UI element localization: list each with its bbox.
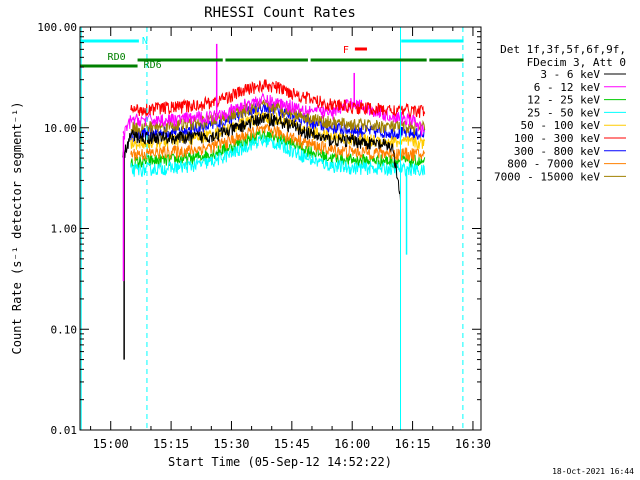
chart-title: RHESSI Count Rates xyxy=(204,5,356,21)
y-tick-label: 1.00 xyxy=(51,223,78,236)
y-tick-label: 0.10 xyxy=(51,323,78,336)
legend: Det 1f,3f,5f,6f,9f, FDecim 3, Att 0 3 - … xyxy=(494,43,626,183)
flag-label-rd0: RD0 xyxy=(108,52,126,63)
legend-label: 50 - 100 keV xyxy=(521,119,601,132)
legend-label: 12 - 25 keV xyxy=(527,94,600,107)
x-tick-label: 16:30 xyxy=(455,437,491,451)
legend-header-line-2: FDecim 3, Att 0 xyxy=(527,56,626,69)
x-tick-label: 16:00 xyxy=(334,437,370,451)
series-line-25-50-kev xyxy=(130,134,426,178)
legend-label: 25 - 50 keV xyxy=(527,106,600,119)
axes-layer: 0.01 0.10 1.00 10.00 100.00 15:00 15:15 15:30 15… xyxy=(37,21,491,451)
series-line-100-300-kev xyxy=(130,79,426,119)
flag-label-n: N xyxy=(142,36,148,47)
y-tick-label: 10.00 xyxy=(44,122,77,135)
x-axis-label: Start Time (05-Sep-12 14:52:22) xyxy=(168,455,392,469)
data-layer xyxy=(122,43,426,360)
series-line-6-12-kev xyxy=(122,92,426,140)
legend-label: 3 - 6 keV xyxy=(540,68,600,81)
series-line-7000-15000-kev xyxy=(130,99,426,136)
x-tick-label: 15:15 xyxy=(153,437,189,451)
series-line-3-6-kev xyxy=(122,111,401,202)
flag-label-f: F xyxy=(343,45,349,56)
legend-header-line-1: Det 1f,3f,5f,6f,9f, xyxy=(500,43,626,56)
x-tick-label: 16:15 xyxy=(395,437,431,451)
x-tick-label: 15:30 xyxy=(213,437,249,451)
x-tick-label: 15:00 xyxy=(93,437,129,451)
footer-timestamp: 18-Oct-2021 16:44 xyxy=(552,467,634,476)
y-tick-label: 0.01 xyxy=(51,424,78,437)
flag-label-rd6: RD6 xyxy=(144,60,162,71)
legend-label: 100 - 300 keV xyxy=(514,132,600,145)
legend-label: 6 - 12 keV xyxy=(534,81,601,94)
legend-label: 7000 - 15000 keV xyxy=(494,170,600,183)
y-axis-label: Count Rate (s⁻¹ detector segment⁻¹) xyxy=(10,102,24,355)
legend-label: 800 - 7000 keV xyxy=(507,158,600,171)
legend-label: 300 - 800 keV xyxy=(514,145,600,158)
x-tick-label: 15:45 xyxy=(274,437,310,451)
series-line-800-7000-kev xyxy=(130,124,426,163)
y-tick-label: 100.00 xyxy=(37,21,77,34)
